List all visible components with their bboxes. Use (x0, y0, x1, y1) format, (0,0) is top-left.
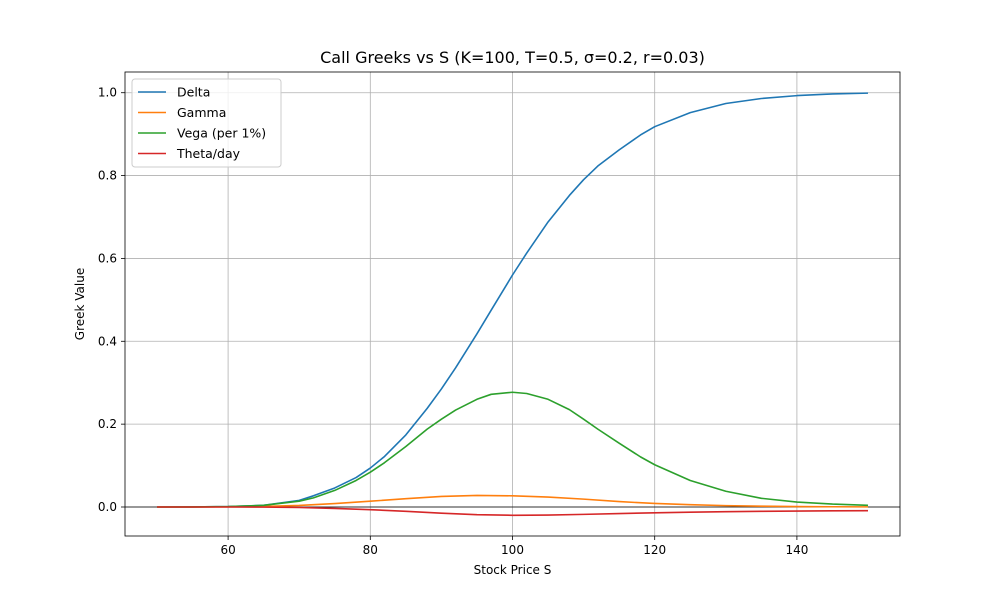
x-tick-label: 80 (363, 543, 378, 557)
y-tick-label: 1.0 (98, 86, 117, 100)
legend: Delta Gamma Vega (per 1%) Theta/day (131, 78, 282, 168)
y-tick-label: 0.6 (98, 251, 117, 265)
y-tick-label: 0.4 (98, 334, 117, 348)
x-tick-label: 100 (501, 543, 524, 557)
x-axis-ticks: 60 80 100 120 140 (220, 536, 808, 557)
y-axis-label: Greek Value (73, 268, 87, 340)
y-tick-label: 0.0 (98, 500, 117, 514)
series-line-theta-day (157, 506, 869, 517)
legend-label-vega-per-1: Vega (per 1%) (177, 126, 266, 141)
x-axis-label: Stock Price S (474, 563, 552, 577)
y-tick-label: 0.2 (98, 417, 117, 431)
series-line-gamma (157, 494, 869, 508)
legend-label-theta-day: Theta/day (176, 146, 241, 161)
y-tick-label: 0.8 (98, 169, 117, 183)
series-lines (156, 92, 869, 517)
y-axis-ticks: 0.0 0.2 0.4 0.6 0.8 1.0 (98, 86, 125, 514)
x-tick-label: 140 (785, 543, 808, 557)
legend-label-gamma: Gamma (177, 105, 226, 120)
series-line-delta (156, 92, 869, 508)
legend-box (131, 78, 282, 168)
series-line-vega-per-1 (156, 391, 869, 508)
x-tick-label: 60 (220, 543, 235, 557)
legend-label-delta: Delta (177, 85, 210, 100)
x-tick-label: 120 (643, 543, 666, 557)
chart-title: Call Greeks vs S (K=100, T=0.5, σ=0.2, r… (320, 48, 705, 67)
